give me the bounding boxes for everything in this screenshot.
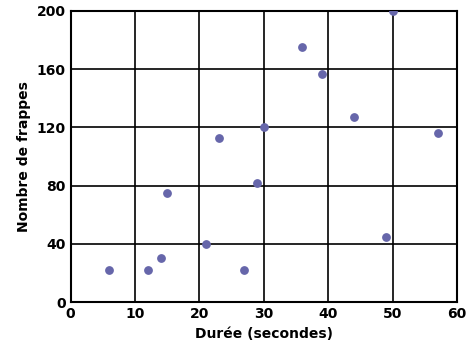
Point bbox=[163, 190, 171, 196]
Point bbox=[260, 124, 268, 130]
Point bbox=[299, 44, 306, 50]
Point bbox=[106, 267, 113, 273]
Point bbox=[253, 180, 261, 186]
Point bbox=[144, 267, 152, 273]
Point bbox=[382, 234, 390, 240]
Point bbox=[202, 241, 210, 247]
Point bbox=[157, 256, 164, 261]
Point bbox=[241, 267, 248, 273]
Point bbox=[350, 114, 357, 120]
Point bbox=[318, 71, 325, 76]
Point bbox=[389, 8, 396, 14]
Point bbox=[434, 130, 441, 136]
Point bbox=[215, 135, 222, 141]
X-axis label: Durée (secondes): Durée (secondes) bbox=[195, 327, 333, 341]
Y-axis label: Nombre de frappes: Nombre de frappes bbox=[17, 81, 31, 232]
